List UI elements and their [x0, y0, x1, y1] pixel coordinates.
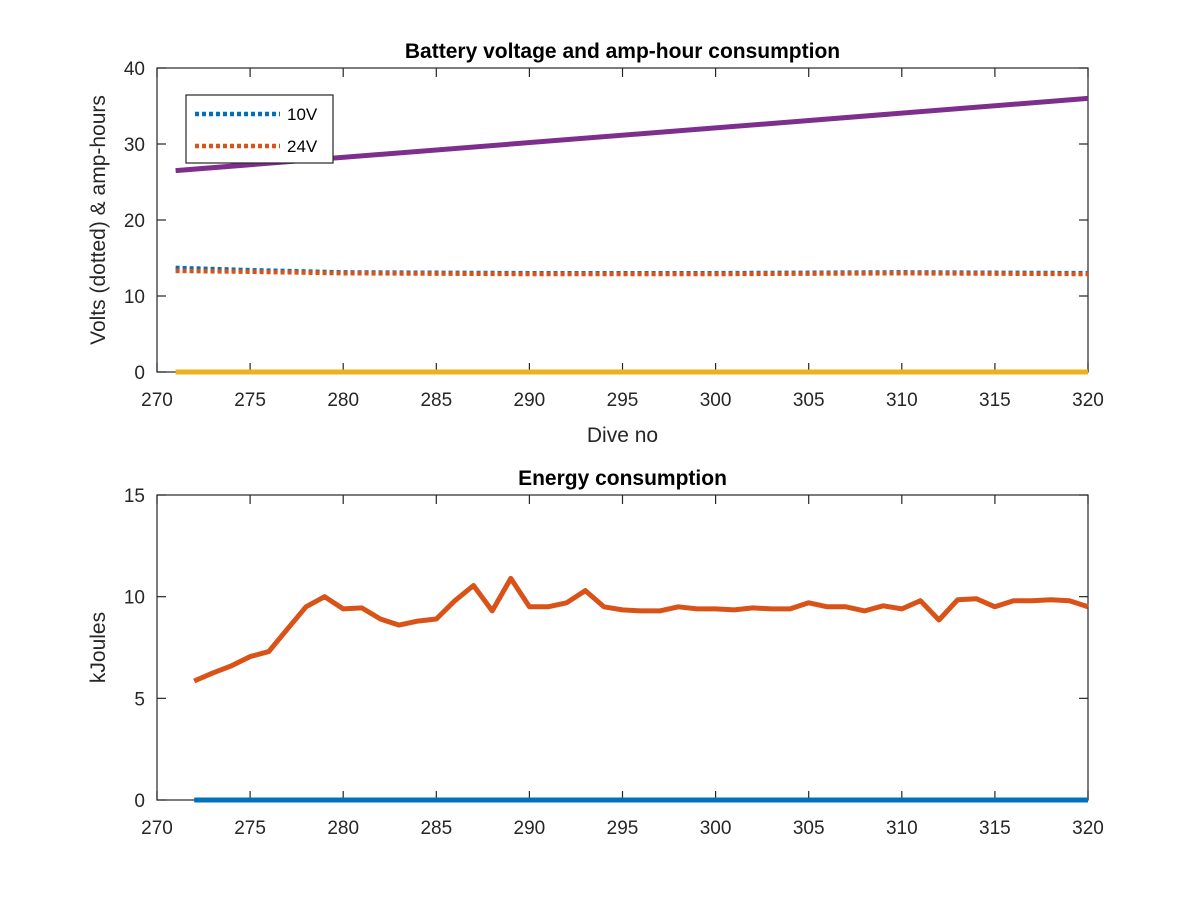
x-tick-label: 275 — [234, 390, 266, 411]
x-tick-label: 320 — [1072, 390, 1104, 411]
x-tick-label: 285 — [420, 818, 452, 839]
x-tick-label: 315 — [979, 390, 1011, 411]
legend-label: 10V — [287, 105, 318, 124]
chart-title: Energy consumption — [518, 467, 727, 490]
x-tick-label: 275 — [234, 818, 266, 839]
series-line-1 — [193, 575, 1089, 684]
x-tick-label: 310 — [886, 818, 918, 839]
x-tick-label: 285 — [420, 390, 452, 411]
y-axis-label: kJoules — [87, 612, 110, 683]
x-tick-label: 300 — [700, 818, 732, 839]
x-tick-label: 280 — [327, 818, 359, 839]
x-axis-label: Dive no — [587, 424, 658, 447]
x-tick-label: 290 — [514, 390, 546, 411]
y-tick-label: 10 — [124, 287, 145, 308]
legend-box — [185, 94, 334, 164]
y-tick-label: 20 — [124, 211, 145, 232]
legend: 10V 24V — [185, 94, 334, 164]
x-tick-label: 315 — [979, 818, 1011, 839]
x-tick-label: 295 — [607, 390, 639, 411]
y-tick-label: 40 — [124, 59, 145, 80]
x-tick-label: 310 — [886, 390, 918, 411]
series-line-1 — [175, 268, 1089, 277]
voltage-amp-hour-panel: 270 275 280 285 290 295 300 305 310 315 320 0 10 20 30… — [87, 40, 1104, 447]
x-tick-label: 290 — [514, 818, 546, 839]
x-tick-label: 280 — [327, 390, 359, 411]
legend-label: 24V — [287, 137, 318, 156]
chart-title: Battery voltage and amp-hour consumption — [405, 40, 840, 63]
energy-consumption-panel: 270 275 280 285 290 295 300 305 310 315 320 0 5 10 15 E… — [87, 467, 1104, 839]
y-tick-label: 0 — [134, 791, 145, 812]
x-tick-label: 320 — [1072, 818, 1104, 839]
axes-box — [156, 494, 1089, 801]
x-tick-label: 270 — [141, 390, 173, 411]
x-tick-label: 295 — [607, 818, 639, 839]
x-tick-label: 300 — [700, 390, 732, 411]
y-tick-label: 15 — [124, 486, 145, 507]
x-tick-label: 305 — [793, 818, 825, 839]
y-tick-label: 10 — [124, 588, 145, 609]
x-tick-label: 270 — [141, 818, 173, 839]
x-tick-label: 305 — [793, 390, 825, 411]
y-axis-label: Volts (dotted) & amp-hours — [87, 95, 110, 345]
y-tick-label: 5 — [134, 689, 145, 710]
y-tick-label: 0 — [134, 363, 145, 384]
y-tick-label: 30 — [124, 135, 145, 156]
